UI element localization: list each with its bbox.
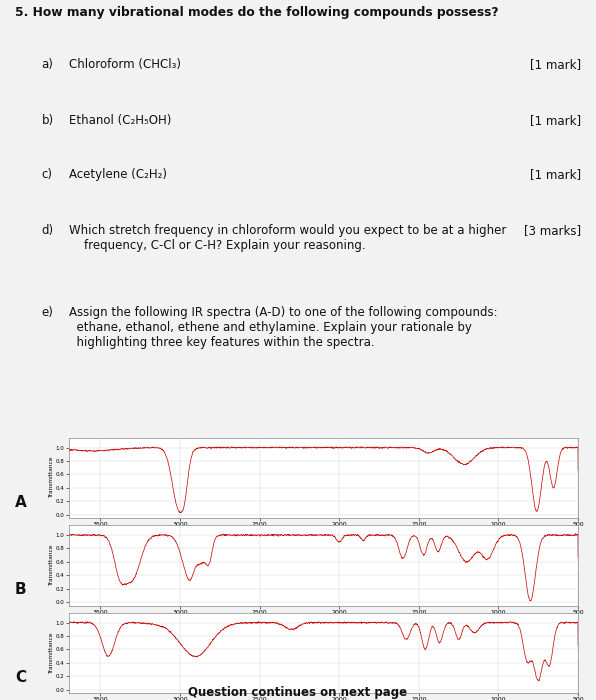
Text: [3 marks]: [3 marks] [524,224,581,237]
Text: Ethanol (C₂H₅OH): Ethanol (C₂H₅OH) [69,114,171,127]
Text: Which stretch frequency in chloroform would you expect to be at a higher
    fre: Which stretch frequency in chloroform wo… [69,224,506,252]
Text: [1 mark]: [1 mark] [530,114,581,127]
Y-axis label: Transmittance: Transmittance [48,545,54,586]
Text: c): c) [42,168,52,181]
Text: Assign the following IR spectra (A-D) to one of the following compounds:
  ethan: Assign the following IR spectra (A-D) to… [69,306,497,349]
Text: Chloroform (CHCl₃): Chloroform (CHCl₃) [69,58,181,71]
X-axis label: Wavenumbers (cm-1): Wavenumbers (cm-1) [287,529,359,536]
Y-axis label: Transmittance: Transmittance [48,632,54,673]
Y-axis label: Transmittance: Transmittance [48,457,54,498]
Text: C: C [15,670,26,685]
Text: [1 mark]: [1 mark] [530,168,581,181]
Text: a): a) [42,58,54,71]
Text: B: B [15,582,27,597]
Text: e): e) [42,306,54,318]
Text: d): d) [42,224,54,237]
Text: Acetylene (C₂H₂): Acetylene (C₂H₂) [69,168,166,181]
Text: b): b) [42,114,54,127]
Text: A: A [15,495,27,510]
Text: [1 mark]: [1 mark] [530,58,581,71]
Text: Question continues on next page: Question continues on next page [188,685,408,699]
Text: 5. How many vibrational modes do the following compounds possess?: 5. How many vibrational modes do the fol… [15,6,498,20]
X-axis label: Wavenumbers (cm-1): Wavenumbers (cm-1) [287,617,359,623]
